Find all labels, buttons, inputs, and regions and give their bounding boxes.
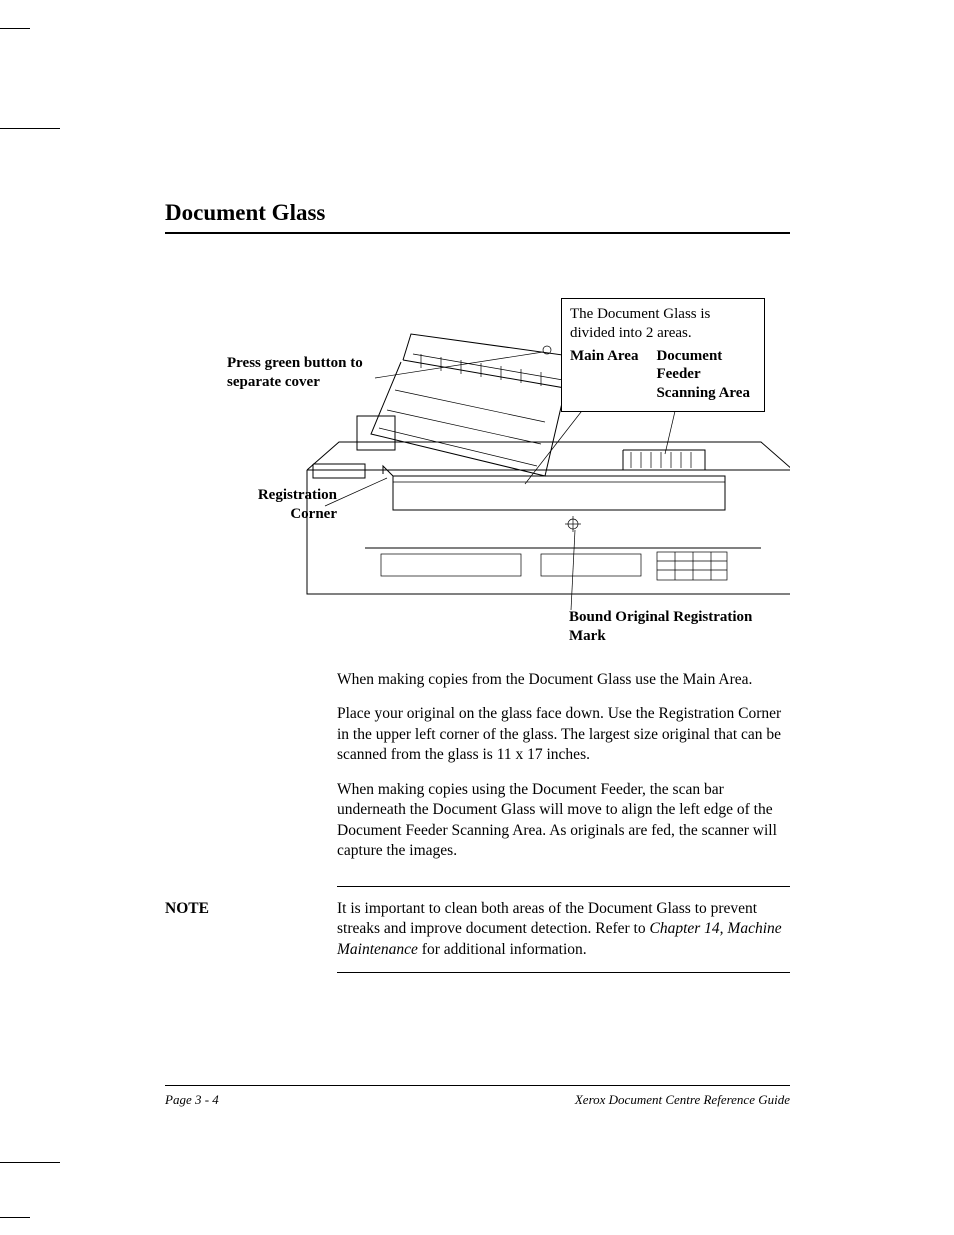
callout-bound-mark: Bound Original Registration Mark (569, 608, 769, 646)
note-label: NOTE (165, 886, 337, 973)
page-footer: Page 3 - 4 Xerox Document Centre Referen… (165, 1085, 790, 1108)
paragraph-2: Place your original on the glass face do… (337, 704, 790, 765)
paragraph-3: When making copies using the Document Fe… (337, 780, 790, 862)
footer-doc-title: Xerox Document Centre Reference Guide (575, 1092, 790, 1108)
page-content: Document Glass (165, 200, 790, 973)
note-text: It is important to clean both areas of t… (337, 886, 790, 973)
scanner-diagram: Press green button to separate cover Reg… (165, 294, 790, 652)
callout-press-green: Press green button to separate cover (227, 354, 387, 392)
info-box-line1: The Document Glass is divided into 2 are… (570, 305, 756, 343)
diagram-info-box: The Document Glass is divided into 2 are… (561, 298, 765, 412)
info-box-main-area: Main Area (570, 347, 638, 403)
footer-page-number: Page 3 - 4 (165, 1092, 219, 1108)
paragraph-1: When making copies from the Document Gla… (337, 670, 790, 690)
note-text-3: for additional information. (418, 941, 587, 958)
note-block: NOTE It is important to clean both areas… (165, 886, 790, 973)
heading-rule (165, 232, 790, 234)
info-box-feeder-area: Document Feeder Scanning Area (656, 347, 756, 403)
footer-rule (165, 1085, 790, 1086)
body-text: When making copies from the Document Gla… (337, 670, 790, 862)
callout-registration-corner: Registration Corner (217, 486, 337, 524)
page-heading: Document Glass (165, 200, 790, 232)
